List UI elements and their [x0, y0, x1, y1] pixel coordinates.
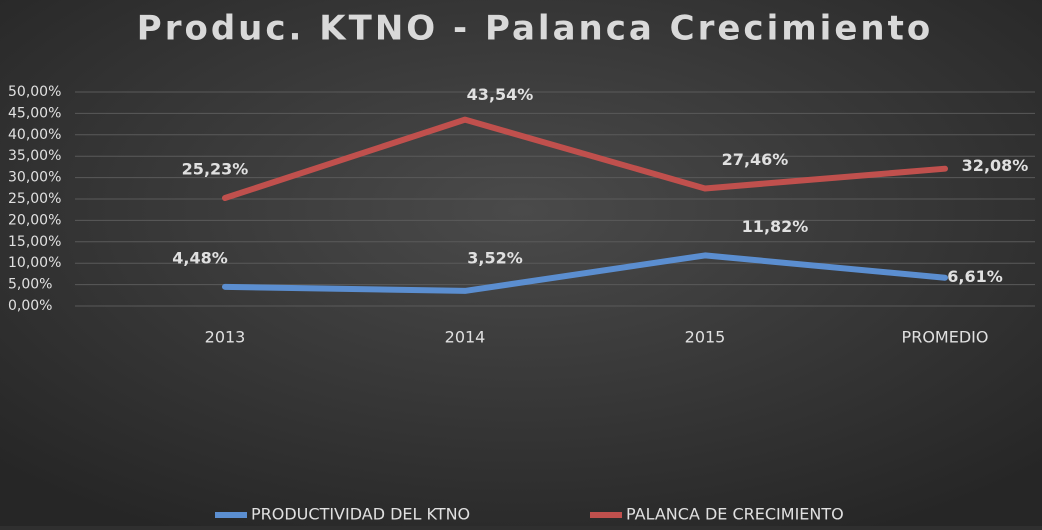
legend-label: PALANCA DE CRECIMIENTO: [626, 505, 844, 524]
series-line: [222, 116, 948, 202]
data-label: 43,54%: [467, 85, 534, 104]
x-tick-label: PROMEDIO: [902, 328, 989, 347]
series-line: [222, 252, 948, 294]
x-tick-label: 2015: [685, 328, 726, 347]
data-label: 32,08%: [962, 156, 1029, 175]
x-tick-label: 2014: [445, 328, 486, 347]
y-tick-label: 45,00%: [8, 105, 61, 121]
data-label: 6,61%: [947, 267, 1003, 286]
x-tick-label: 2013: [205, 328, 246, 347]
y-tick-label: 0,00%: [8, 298, 52, 314]
y-tick-label: 10,00%: [8, 255, 61, 271]
data-label: 3,52%: [467, 248, 523, 267]
data-label: 25,23%: [182, 160, 249, 179]
y-tick-label: 50,00%: [8, 84, 61, 100]
y-tick-label: 20,00%: [8, 212, 61, 228]
y-tick-label: 40,00%: [8, 127, 61, 143]
legend-label: PRODUCTIVIDAD DEL KTNO: [251, 505, 470, 524]
y-tick-label: 15,00%: [8, 234, 61, 250]
data-label: 27,46%: [722, 150, 789, 169]
chart-title: Produc. KTNO - Palanca Crecimiento: [137, 9, 933, 49]
data-label: 11,82%: [742, 217, 809, 236]
y-tick-label: 5,00%: [8, 277, 52, 293]
y-tick-label: 35,00%: [8, 148, 61, 164]
y-tick-label: 25,00%: [8, 191, 61, 207]
data-label: 4,48%: [172, 248, 228, 267]
y-tick-label: 30,00%: [8, 170, 61, 186]
